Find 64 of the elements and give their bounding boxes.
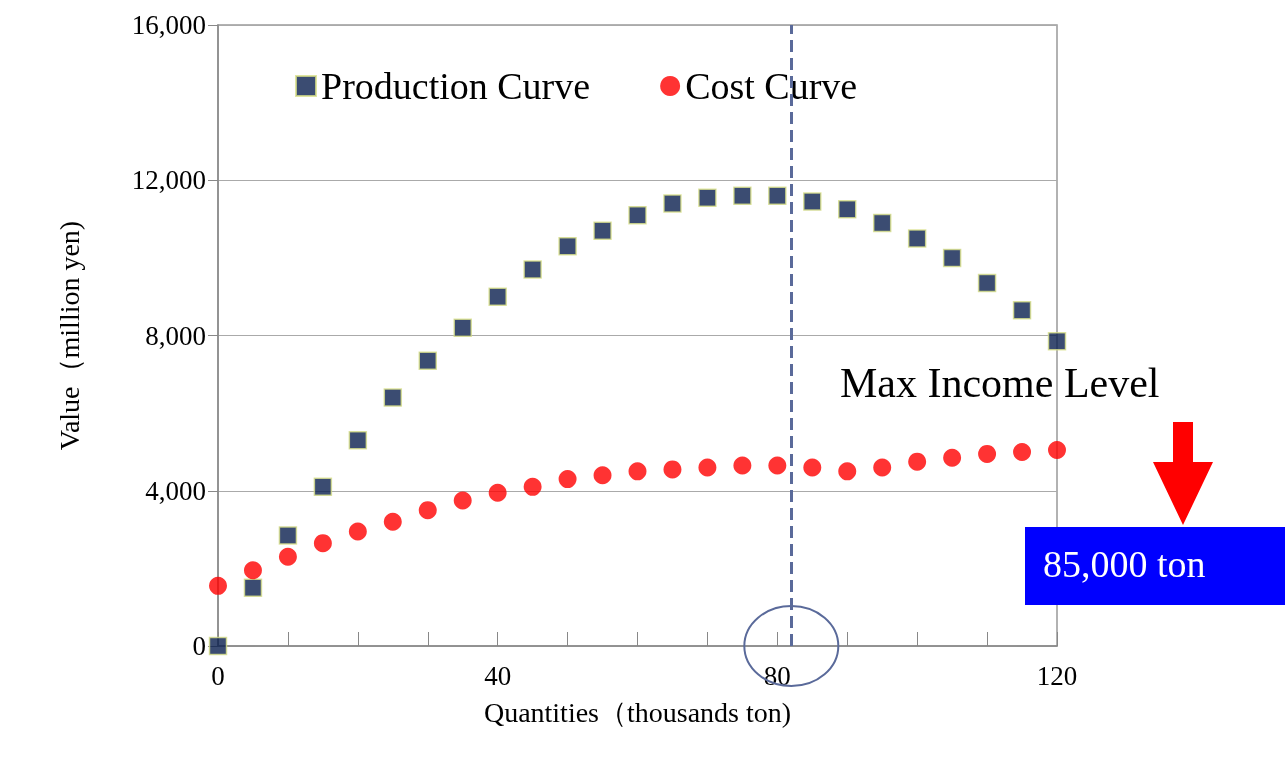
point	[453, 318, 472, 337]
point	[209, 576, 227, 595]
point	[523, 260, 542, 279]
point	[663, 194, 682, 213]
point	[768, 186, 787, 206]
point	[908, 452, 927, 471]
legend-label: Cost Curve	[685, 65, 858, 107]
point	[872, 213, 892, 233]
point	[698, 458, 717, 477]
point	[243, 561, 262, 580]
point	[838, 462, 857, 481]
point	[278, 526, 298, 545]
point	[907, 229, 927, 248]
point	[803, 192, 822, 211]
x-tick-label: 120	[1036, 660, 1078, 691]
point	[942, 248, 962, 268]
point	[803, 458, 822, 477]
point	[453, 491, 472, 510]
point	[1013, 442, 1032, 461]
point	[488, 483, 507, 502]
annotation: Max Income Level	[840, 360, 1160, 406]
point	[733, 186, 752, 206]
point	[1047, 332, 1067, 351]
point	[628, 462, 647, 481]
y-tick-label: 12,000	[131, 165, 206, 196]
point	[628, 205, 647, 225]
y-tick-label: 0	[192, 631, 206, 661]
point	[313, 477, 333, 497]
point	[1012, 301, 1032, 320]
point	[558, 236, 577, 256]
point	[383, 512, 402, 531]
point	[348, 431, 368, 450]
y-axis-title: Value（million yen)	[53, 220, 85, 451]
annotation: 85,000 ton	[1043, 543, 1206, 585]
point	[418, 351, 437, 370]
point	[733, 456, 752, 475]
point	[698, 188, 717, 207]
point	[348, 522, 367, 541]
point	[313, 534, 332, 553]
point	[943, 448, 962, 467]
point	[383, 388, 403, 407]
y-tick-label: 16,000	[131, 10, 206, 40]
x-tick-label: 80	[763, 660, 791, 691]
point	[243, 578, 263, 598]
point	[838, 200, 857, 219]
legend-label: Production Curve	[321, 65, 591, 107]
point	[593, 221, 612, 240]
point	[977, 273, 997, 293]
point	[488, 287, 507, 306]
point	[1048, 441, 1066, 459]
x-tick-label: 0	[211, 660, 225, 691]
y-tick-label: 8,000	[145, 320, 206, 351]
point	[663, 460, 682, 479]
point	[593, 466, 612, 485]
y-tick-label: 4,000	[145, 475, 206, 506]
point	[278, 547, 297, 566]
x-axis-title: Quantities（thousands ton)	[483, 696, 792, 728]
point	[768, 456, 787, 475]
point	[523, 477, 542, 496]
point	[873, 458, 892, 477]
point	[978, 444, 997, 463]
point	[558, 470, 577, 489]
point	[418, 501, 437, 520]
x-tick-label: 40	[484, 660, 512, 691]
